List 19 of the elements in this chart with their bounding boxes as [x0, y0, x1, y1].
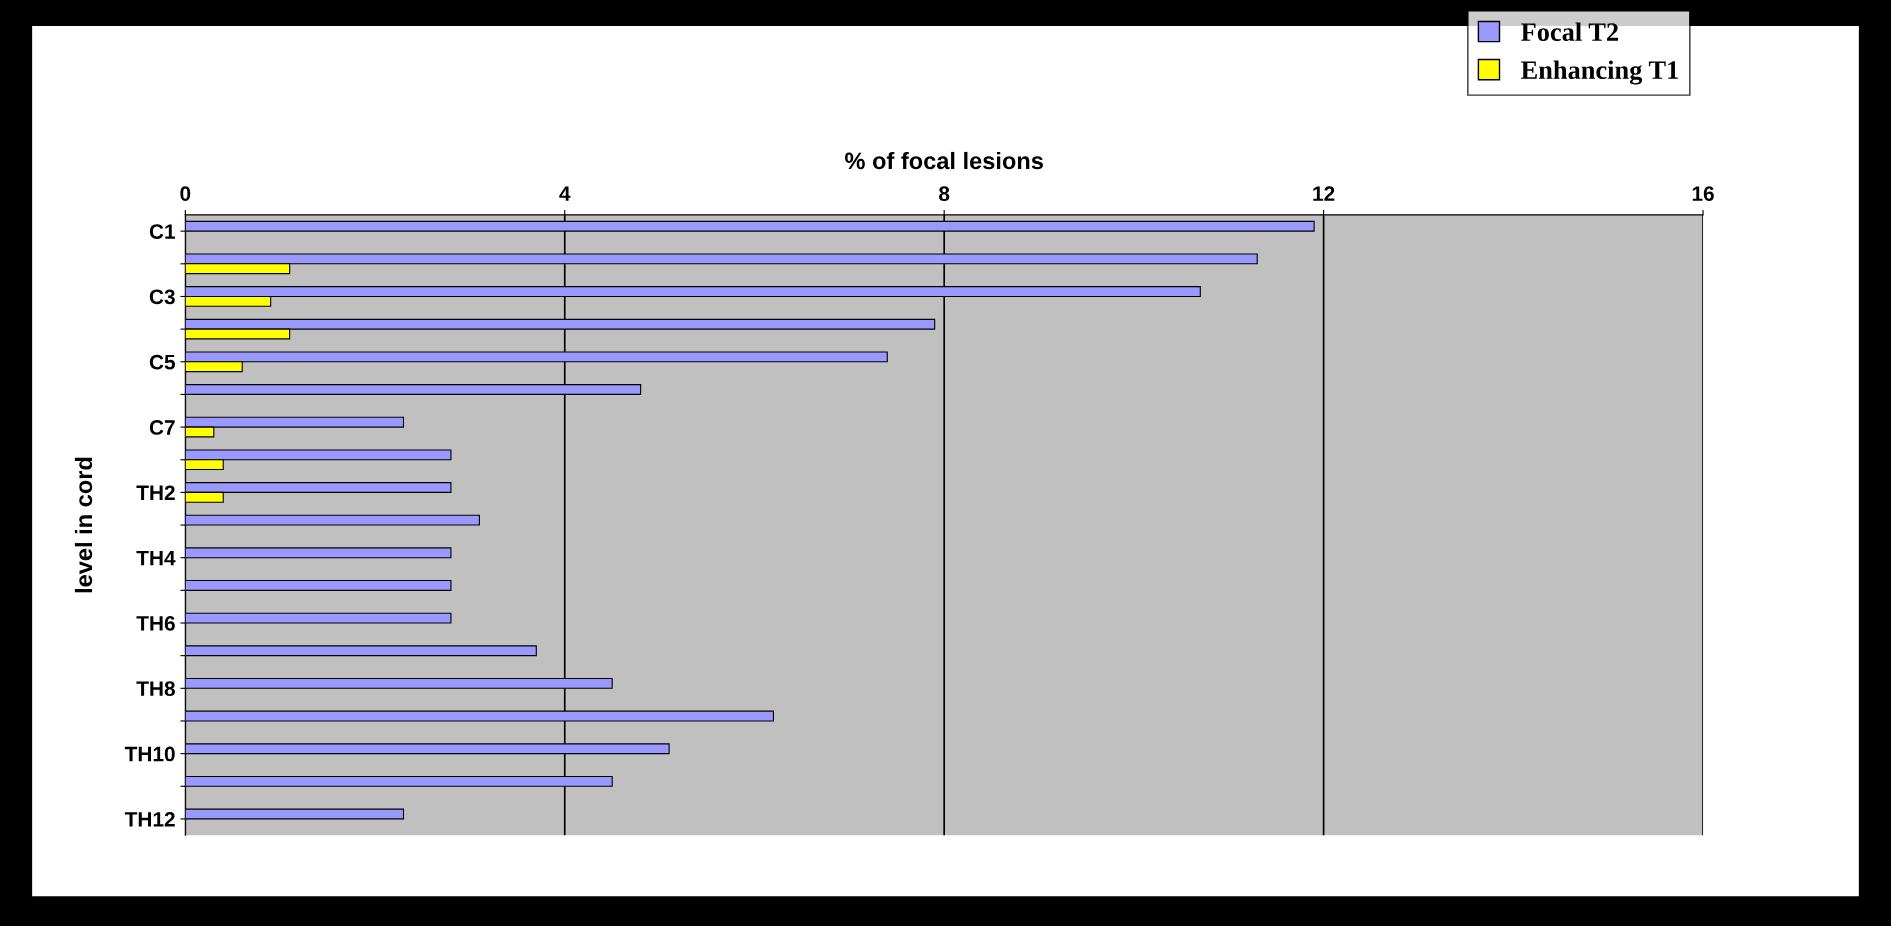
y-tick-label: C5	[149, 354, 176, 370]
y-tick-label: TH6	[136, 616, 175, 631]
x-tick-label: 16	[1692, 186, 1714, 201]
legend-label: Focal T2	[1521, 22, 1618, 41]
x-tick-label: 4	[559, 186, 571, 201]
y-tick-label: TH10	[124, 746, 175, 762]
legend-label: Enhancing T1	[1521, 60, 1678, 85]
x-tick-label: 12	[1313, 186, 1335, 201]
x-tick-label: 8	[939, 186, 950, 201]
y-tick-label: TH2	[136, 485, 175, 500]
y-tick-label: C1	[149, 224, 176, 239]
y-tick-label: TH8	[136, 681, 175, 697]
x-tick-label: 0	[180, 186, 191, 201]
y-axis-title: level in cord	[74, 457, 93, 593]
y-tick-label: C3	[149, 289, 175, 305]
y-tick-label: TH12	[124, 811, 175, 827]
x-axis-title: % of focal lesions	[845, 151, 1043, 170]
y-tick-label: C7	[149, 420, 175, 435]
y-tick-label: TH4	[136, 550, 176, 566]
